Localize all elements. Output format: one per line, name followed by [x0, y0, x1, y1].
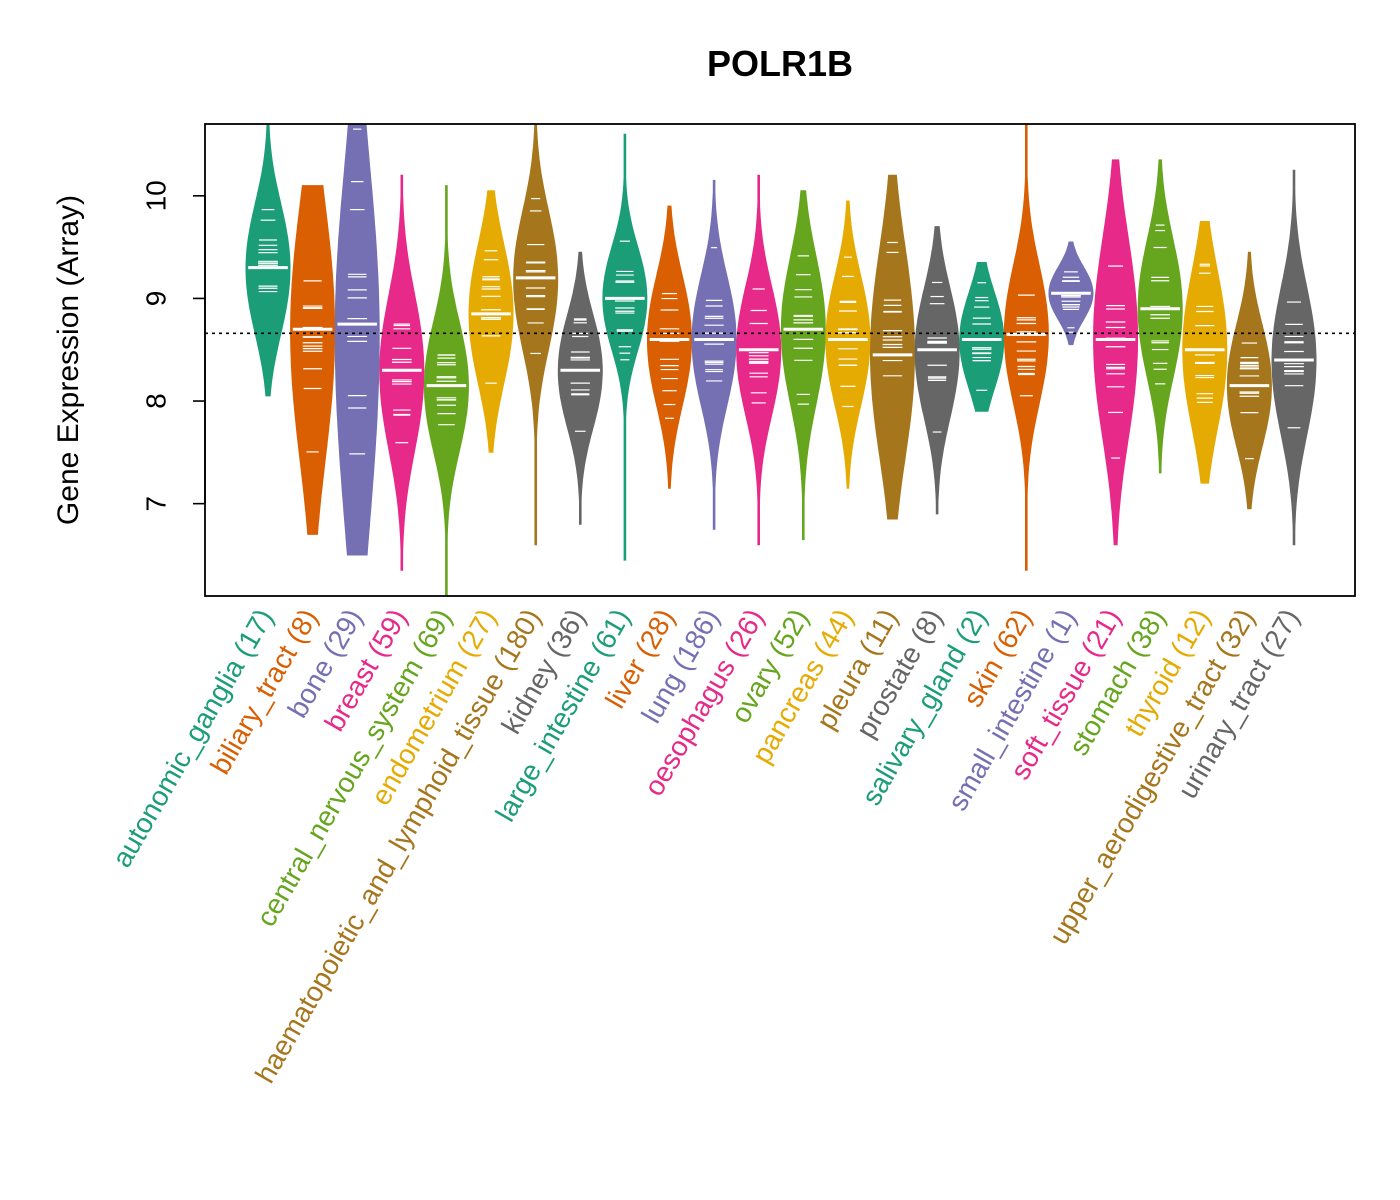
violin-23 — [1271, 169, 1317, 546]
violin-shape — [245, 123, 291, 397]
violin-13 — [825, 200, 871, 489]
violin-21 — [1182, 221, 1228, 484]
violin-6 — [513, 123, 559, 546]
violin-shape — [334, 123, 380, 556]
violin-shape — [959, 262, 1005, 412]
violin-shape — [1137, 159, 1183, 474]
violin-1 — [290, 185, 336, 535]
violin-15 — [914, 226, 960, 515]
violin-shape — [825, 200, 871, 489]
y-tick-label: 7 — [140, 496, 171, 512]
violin-0 — [245, 123, 291, 397]
violin-16 — [959, 262, 1005, 412]
violin-shape — [1003, 123, 1049, 571]
violin-19 — [1093, 159, 1139, 546]
violin-12 — [780, 190, 826, 541]
violin-14 — [870, 174, 915, 520]
violin-2 — [334, 123, 380, 556]
violin-11 — [736, 174, 782, 546]
y-axis-label: Gene Expression (Array) — [52, 195, 85, 525]
violin-8 — [602, 133, 648, 561]
violin-7 — [557, 251, 603, 525]
violin-22 — [1226, 251, 1272, 510]
violin-shape — [557, 251, 603, 525]
violin-shape — [423, 185, 469, 597]
violin-shape — [1093, 159, 1139, 546]
violin-shape — [780, 190, 826, 541]
violin-shape — [736, 174, 782, 546]
y-tick-label: 10 — [140, 180, 171, 211]
violin-shape — [647, 205, 692, 489]
violin-shape — [691, 179, 737, 530]
violin-10 — [691, 179, 737, 530]
violin-shape — [513, 123, 559, 546]
violin-shape — [290, 185, 336, 535]
violin-18 — [1048, 241, 1094, 346]
chart-title: POLR1B — [707, 43, 853, 84]
violin-shape — [1271, 169, 1317, 546]
y-tick-label: 8 — [140, 393, 171, 409]
violin-20 — [1137, 159, 1183, 474]
violin-shape — [1182, 221, 1228, 484]
violin-shape — [914, 226, 960, 515]
violin-17 — [1003, 123, 1049, 571]
y-axis: 7 8 9 10 — [140, 180, 206, 512]
violin-3 — [379, 174, 425, 571]
violin-4 — [423, 185, 469, 597]
violin-group — [245, 123, 1317, 597]
violin-shape — [379, 174, 425, 571]
violin-9 — [647, 205, 692, 489]
y-tick-label: 9 — [140, 291, 171, 307]
x-axis-labels: autonomic_ganglia (17)biliary_tract (8)b… — [106, 603, 1305, 1088]
violin-5 — [468, 190, 514, 453]
violin-shape — [468, 190, 514, 453]
violin-shape — [1226, 251, 1272, 510]
